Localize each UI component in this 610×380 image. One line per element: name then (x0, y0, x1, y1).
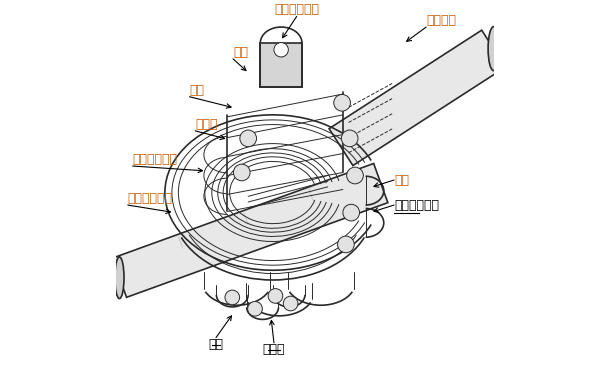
Ellipse shape (115, 257, 124, 299)
Circle shape (342, 130, 358, 147)
Circle shape (334, 95, 350, 111)
Ellipse shape (488, 27, 499, 71)
Circle shape (337, 236, 354, 253)
Text: 外輪: 外輪 (190, 84, 204, 97)
Circle shape (248, 301, 262, 316)
Text: 鋼球: 鋼球 (394, 174, 409, 187)
Text: 外筒本体: 外筒本体 (426, 14, 456, 27)
Circle shape (283, 296, 298, 311)
Polygon shape (329, 30, 506, 166)
Circle shape (346, 167, 364, 184)
Circle shape (234, 164, 250, 181)
Circle shape (240, 130, 257, 147)
Circle shape (225, 290, 240, 305)
Text: 保持器: 保持器 (263, 343, 285, 356)
Circle shape (274, 43, 289, 57)
Text: フランジ外輪: フランジ外輪 (274, 3, 319, 16)
Circle shape (268, 288, 283, 303)
Text: 回転部保持器: 回転部保持器 (394, 198, 439, 212)
Text: スプライン軸: スプライン軸 (127, 192, 173, 205)
Polygon shape (112, 163, 388, 297)
Polygon shape (260, 43, 302, 87)
Text: シール: シール (195, 118, 218, 131)
Text: 間座: 間座 (233, 46, 248, 59)
Text: 鋼球: 鋼球 (209, 337, 223, 351)
Text: サイドシール: サイドシール (133, 153, 178, 166)
Circle shape (343, 204, 359, 221)
